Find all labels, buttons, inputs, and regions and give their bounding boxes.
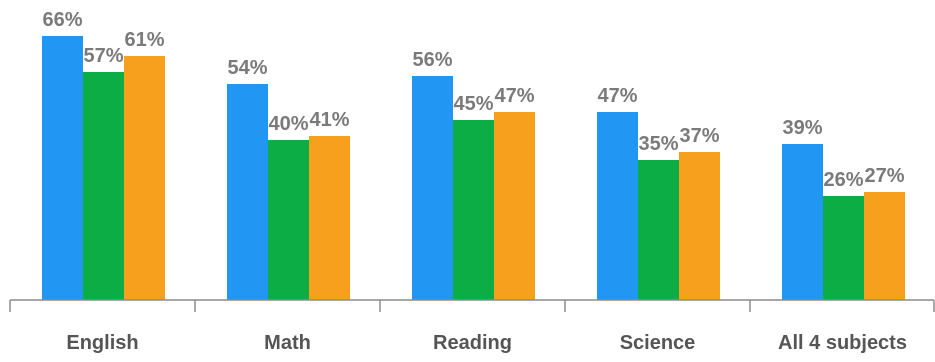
bar-1-2 <box>309 136 350 300</box>
value-label-3-1: 35% <box>638 133 678 155</box>
bar-1-1 <box>268 140 309 300</box>
bar-2-0 <box>412 76 453 300</box>
bar-0-0 <box>42 36 83 300</box>
value-label-3-0: 47% <box>597 85 637 107</box>
bar-4-2 <box>864 192 905 300</box>
bar-2-2 <box>494 112 535 300</box>
category-label-0: English <box>66 332 138 354</box>
bar-3-2 <box>679 152 720 300</box>
category-label-3: Science <box>620 332 696 354</box>
value-label-4-1: 26% <box>823 169 863 191</box>
value-label-0-2: 61% <box>124 29 164 51</box>
value-label-1-1: 40% <box>268 113 308 135</box>
bar-3-0 <box>597 112 638 300</box>
bars-layer <box>42 36 905 300</box>
value-label-1-0: 54% <box>227 57 267 79</box>
value-label-0-0: 66% <box>42 9 82 31</box>
value-label-4-0: 39% <box>782 117 822 139</box>
value-label-1-2: 41% <box>309 109 349 131</box>
bar-2-1 <box>453 120 494 300</box>
bar-0-2 <box>124 56 165 300</box>
category-label-4: All 4 subjects <box>778 332 907 354</box>
category-label-1: Math <box>264 332 311 354</box>
value-label-4-2: 27% <box>864 165 904 187</box>
bar-4-1 <box>823 196 864 300</box>
value-label-2-2: 47% <box>494 85 534 107</box>
bar-0-1 <box>83 72 124 300</box>
bar-1-0 <box>227 84 268 300</box>
category-label-2: Reading <box>433 332 512 354</box>
value-labels-layer: 66%57%61%54%40% 41%56%45% 47% 47%35% 37% 39%2… <box>42 9 904 191</box>
value-label-0-1: 57% <box>83 45 123 67</box>
x-axis <box>9 299 935 312</box>
bar-4-0 <box>782 144 823 300</box>
bar-3-1 <box>638 160 679 300</box>
value-label-2-1: 45% <box>453 93 493 115</box>
value-label-3-2: 37% <box>679 125 719 147</box>
value-label-2-0: 56% <box>412 49 452 71</box>
category-labels-layer: English Math Reading Science All 4 subjects <box>66 332 907 354</box>
